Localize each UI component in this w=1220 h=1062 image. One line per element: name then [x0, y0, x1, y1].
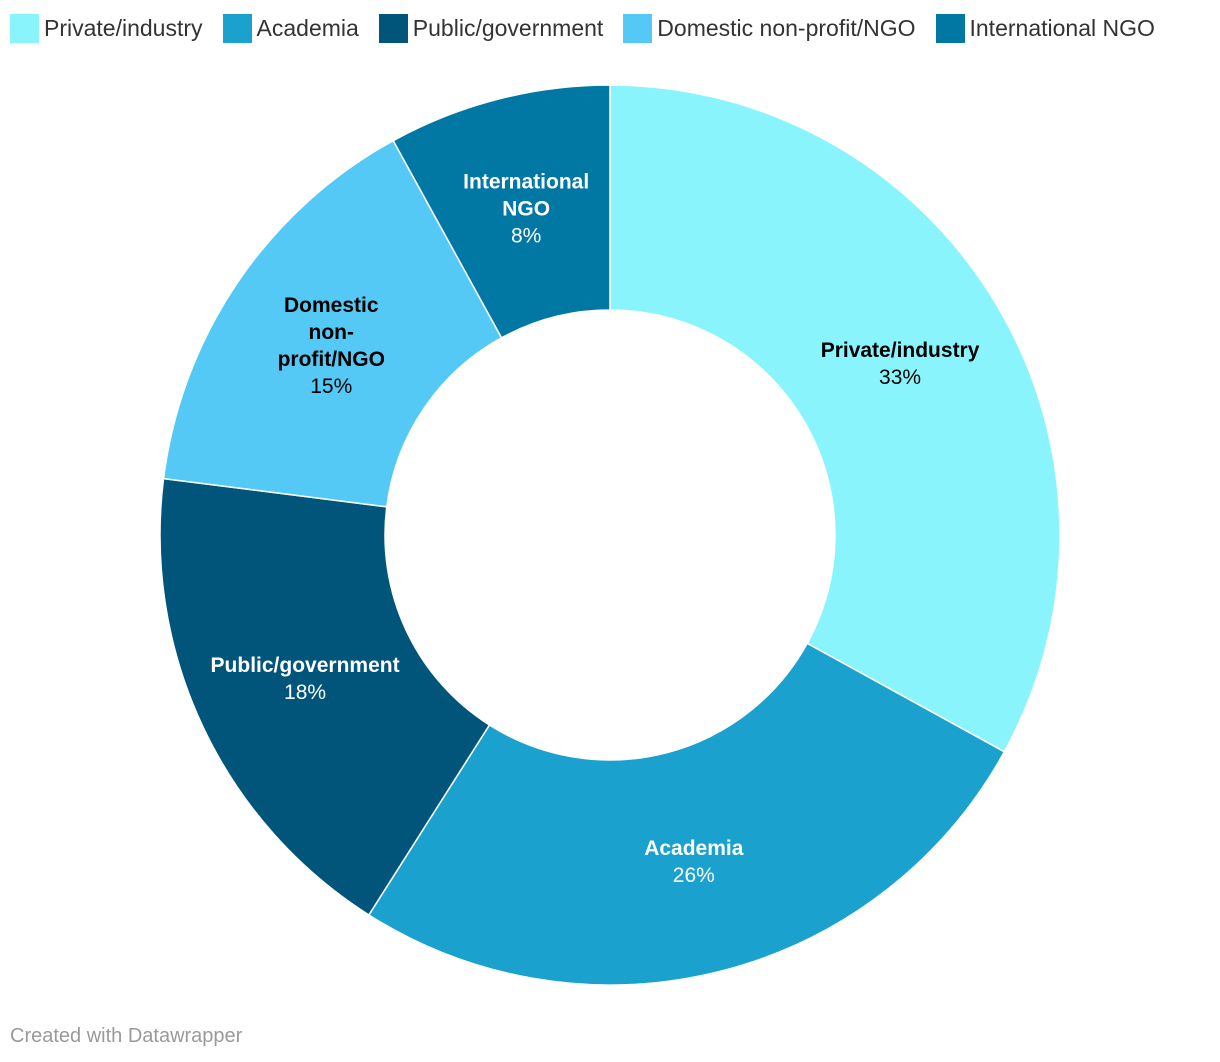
legend-swatch [378, 13, 408, 43]
legend-label: Domestic non-profit/NGO [657, 14, 916, 41]
legend-item-public-government: Public/government [378, 13, 604, 43]
slice-international-ngo [392, 84, 611, 339]
slice-label-domestic-ngo: non- [309, 321, 354, 344]
slice-label-academia: Academia [644, 837, 744, 860]
legend-label: International NGO [969, 14, 1155, 41]
legend-item-international-ngo: International NGO [935, 13, 1155, 43]
legend-swatch [623, 13, 653, 43]
legend-label: Academia [256, 14, 359, 41]
slice-label-international-ngo: NGO [502, 198, 550, 221]
legend-label: Private/industry [44, 14, 203, 41]
slice-domestic-ngo [162, 139, 503, 508]
slice-label-public-government: Public/government [211, 654, 400, 677]
slice-value-private-industry: 33% [879, 366, 921, 389]
legend-swatch [222, 13, 252, 43]
legend-label: Public/government [412, 14, 604, 41]
datawrapper-credit: Created with Datawrapper [10, 1025, 243, 1047]
chart-legend: Private/industry Academia Public/governm… [10, 12, 1155, 44]
legend-swatch [10, 13, 39, 43]
legend-item-academia: Academia [222, 13, 359, 43]
slice-value-domestic-ngo: 15% [310, 375, 352, 398]
slice-private-industry [609, 84, 1061, 753]
slice-value-international-ngo: 8% [511, 225, 541, 248]
legend-item-private-industry: Private/industry [10, 13, 203, 43]
slice-value-academia: 26% [673, 864, 715, 887]
slice-academia [367, 642, 1006, 986]
slice-value-public-government: 18% [284, 681, 326, 704]
legend-swatch [935, 13, 965, 43]
slice-label-domestic-ngo: profit/NGO [278, 348, 385, 371]
slice-label-international-ngo: International [463, 171, 589, 194]
slice-label-domestic-ngo: Domestic [284, 294, 379, 317]
legend-item-domestic-ngo: Domestic non-profit/NGO [623, 13, 916, 43]
donut-chart: Private/industry 33% Academia 26% Public/gov… [159, 84, 1061, 986]
slice-label-private-industry: Private/industry [821, 339, 980, 362]
slice-public-government [159, 477, 491, 916]
